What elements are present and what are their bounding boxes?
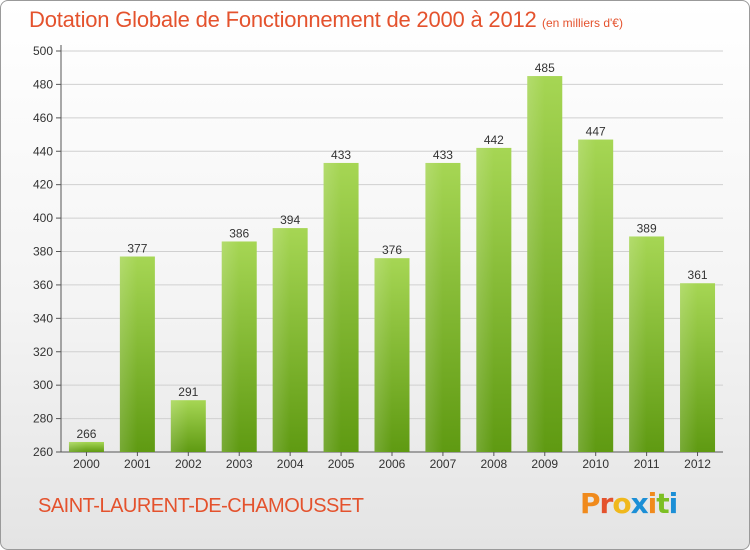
value-label: 394	[280, 213, 300, 227]
bar-sheen	[323, 162, 342, 452]
x-tick-label: 2003	[226, 457, 253, 471]
bar-sheen	[578, 139, 596, 452]
bar-sheen	[119, 256, 138, 452]
logo-letter: i	[668, 487, 679, 520]
bar-sheen	[425, 162, 443, 452]
proxiti-logo: Proxiti	[580, 487, 679, 520]
value-label: 433	[331, 148, 351, 162]
x-tick-label: 2002	[175, 457, 202, 471]
bar-sheen	[476, 147, 494, 453]
x-tick-label: 2000	[73, 457, 100, 471]
commune-name: SAINT-LAURENT-DE-CHAMOUSSET	[38, 495, 364, 517]
x-tick-label: 2008	[480, 457, 507, 471]
x-tick-label: 2011	[634, 457, 660, 471]
bar-sheen	[170, 400, 189, 452]
y-tick-label: 420	[33, 178, 53, 192]
x-tick-label: 2005	[328, 457, 355, 471]
value-label: 447	[586, 125, 606, 139]
x-tick-label: 2010	[582, 457, 609, 471]
value-label: 485	[535, 61, 555, 75]
bar-sheen	[374, 258, 392, 452]
logo-letter: x	[630, 487, 649, 520]
y-tick-label: 300	[33, 378, 53, 392]
y-tick-label: 360	[33, 278, 53, 292]
logo-letter: t	[656, 487, 669, 520]
x-tick-label: 2009	[531, 457, 558, 471]
y-tick-label: 380	[33, 245, 53, 259]
y-tick-label: 320	[33, 345, 53, 359]
x-tick-label: 2004	[277, 457, 304, 471]
x-tick-label: 2007	[430, 457, 457, 471]
x-tick-label: 2012	[684, 457, 711, 471]
value-label: 389	[637, 221, 657, 235]
y-tick-label: 260	[33, 445, 53, 459]
chart-unit: (en milliers d'€)	[542, 16, 623, 30]
logo-letter: o	[612, 487, 631, 520]
bar-sheen	[68, 441, 87, 452]
value-label: 266	[76, 427, 96, 441]
y-tick-label: 480	[33, 77, 53, 91]
y-tick-label: 500	[33, 44, 53, 58]
y-tick-label: 340	[33, 311, 53, 325]
value-label: 291	[178, 385, 198, 399]
bar-sheen	[680, 283, 698, 452]
bar-sheen	[221, 241, 240, 452]
value-label: 433	[433, 148, 453, 162]
x-tick-label: 2006	[379, 457, 406, 471]
y-tick-label: 440	[33, 144, 53, 158]
logo-letter: P	[580, 487, 601, 520]
x-tick-label: 2001	[124, 457, 151, 471]
value-label: 386	[229, 226, 249, 240]
value-label: 361	[688, 268, 708, 282]
bar-sheen	[527, 76, 545, 452]
logo-letter: i	[647, 487, 658, 520]
y-tick-label: 460	[33, 111, 53, 125]
bar-sheen	[272, 228, 291, 452]
bar-sheen	[629, 236, 647, 452]
value-label: 376	[382, 243, 402, 257]
chart-title: Dotation Globale de Fonctionnement de 20…	[29, 7, 537, 32]
logo-letter: r	[599, 487, 614, 520]
y-tick-label: 400	[33, 211, 53, 225]
value-label: 377	[127, 242, 147, 256]
y-tick-label: 280	[33, 412, 53, 426]
value-label: 442	[484, 133, 504, 147]
